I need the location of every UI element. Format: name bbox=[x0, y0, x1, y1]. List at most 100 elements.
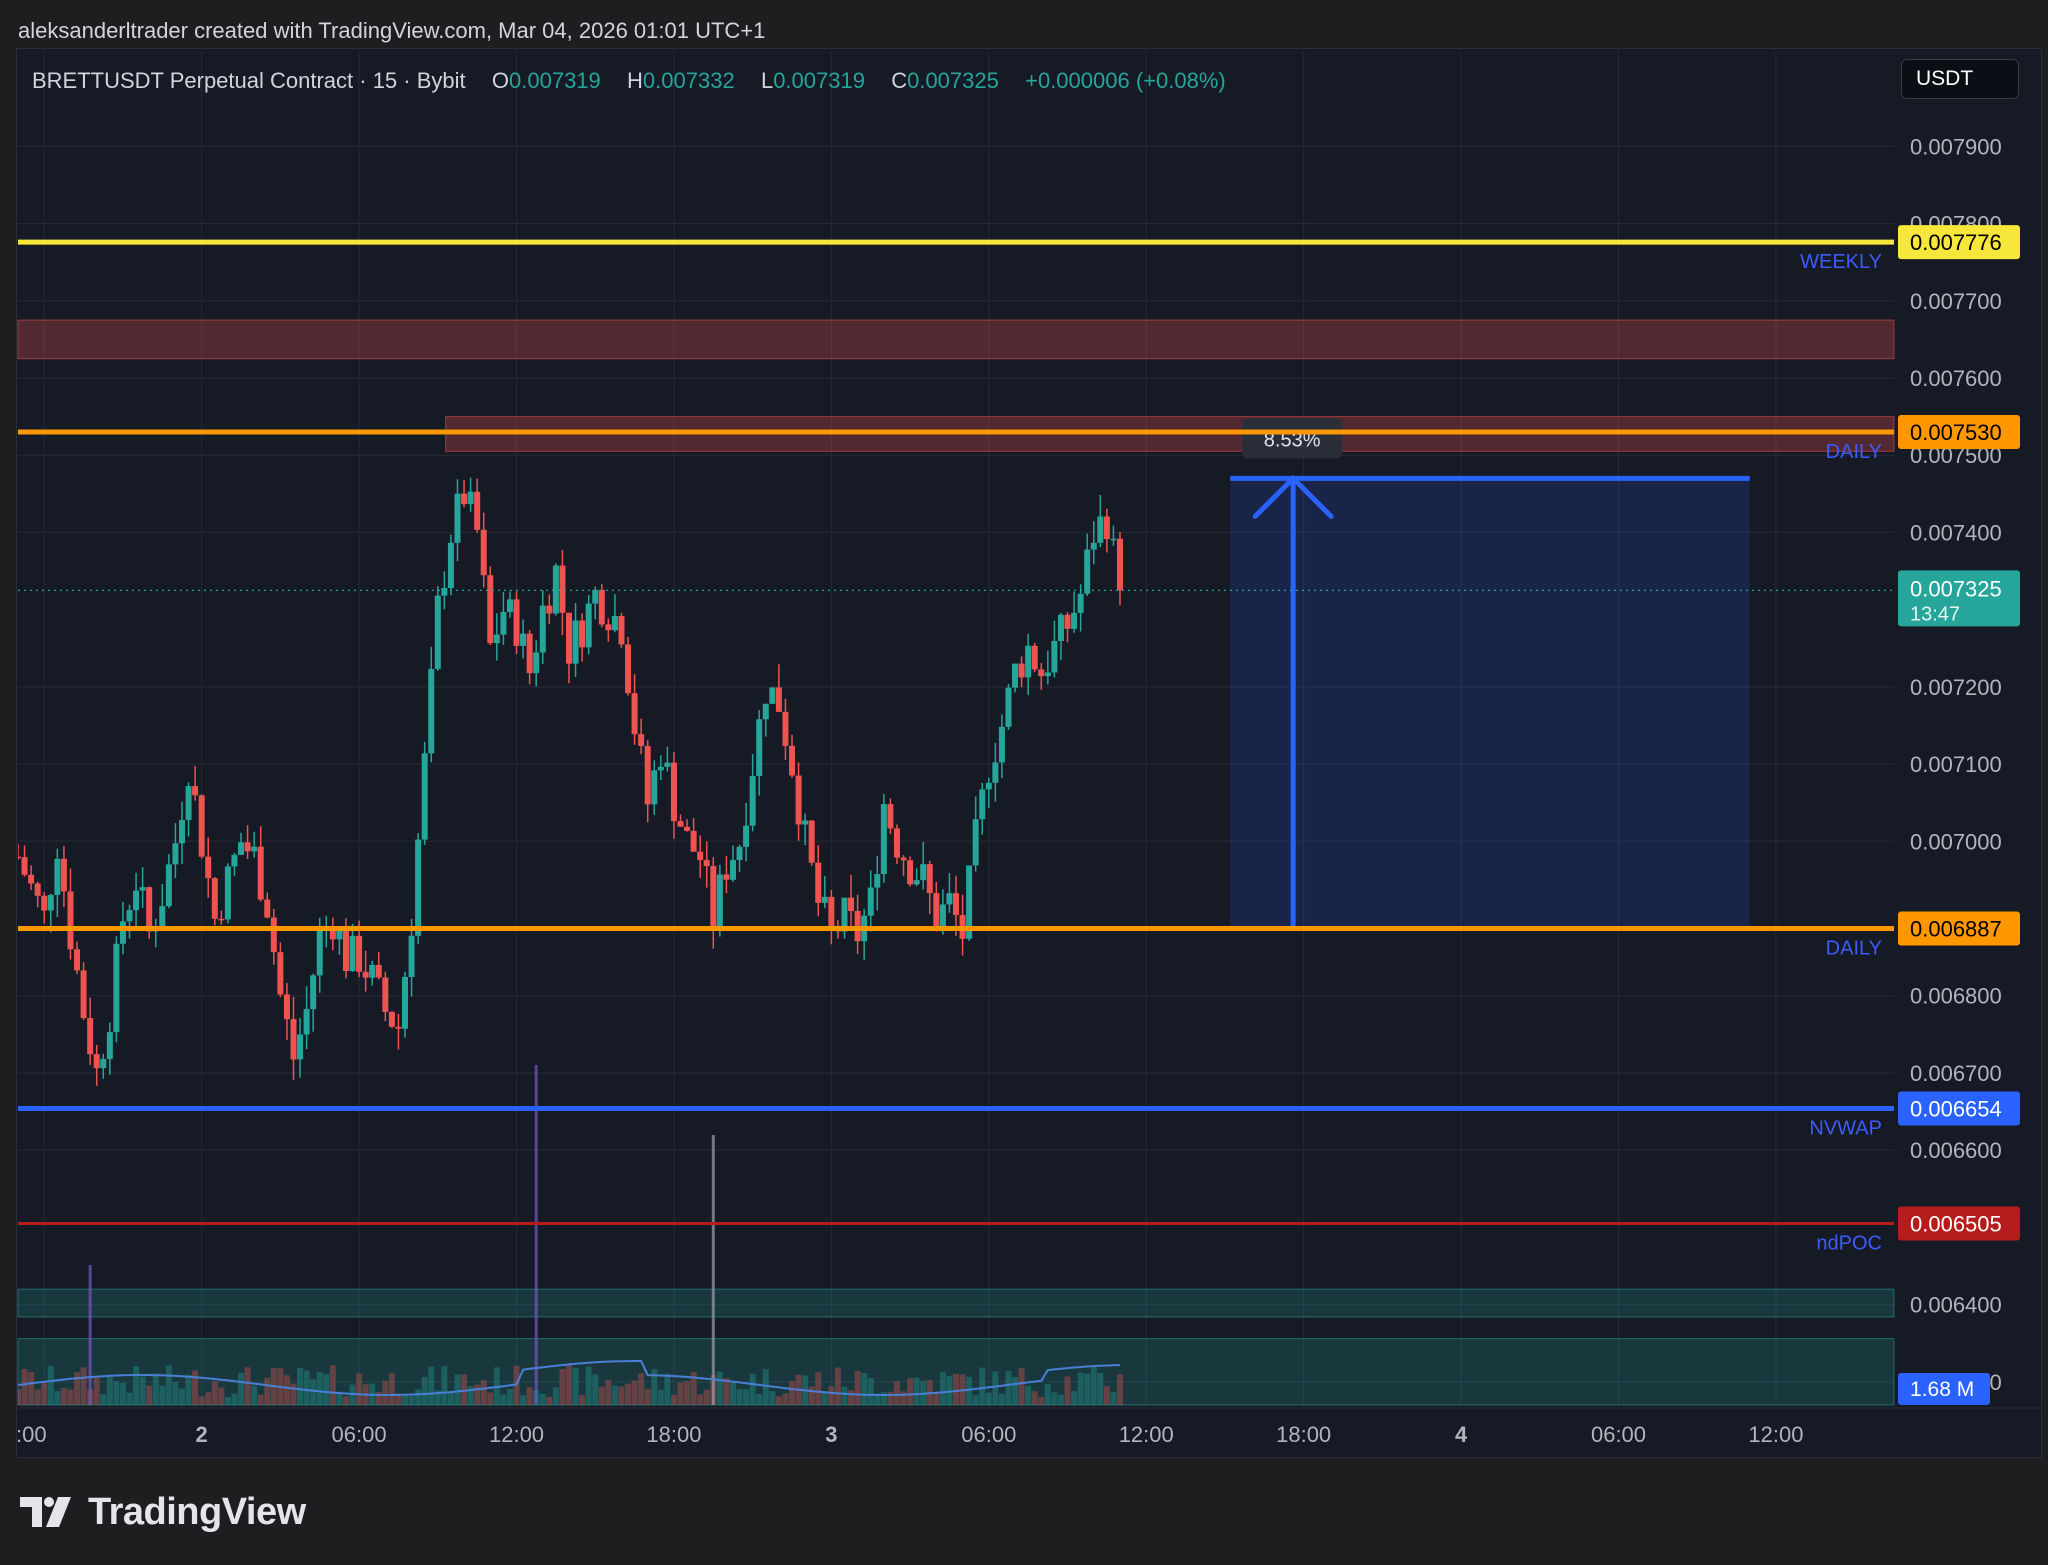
price-tag-ndpoc-text: 0.006505 bbox=[1910, 1212, 2002, 1237]
candle-body bbox=[402, 976, 409, 1029]
volume-bar bbox=[303, 1370, 310, 1405]
volume-bar bbox=[454, 1374, 461, 1405]
volume-bar bbox=[264, 1377, 271, 1405]
candle-body bbox=[670, 762, 677, 822]
candle bbox=[808, 820, 815, 866]
candle bbox=[789, 734, 796, 778]
candle-body bbox=[867, 887, 874, 916]
candle bbox=[87, 997, 94, 1066]
candle bbox=[572, 603, 579, 677]
candle bbox=[349, 923, 356, 972]
candle bbox=[205, 837, 212, 898]
volume-bar bbox=[1097, 1372, 1104, 1405]
level-name-ndpoc: ndPOC bbox=[1816, 1233, 1882, 1255]
candle-body bbox=[1031, 645, 1038, 670]
candle bbox=[1103, 508, 1110, 553]
candle-body bbox=[329, 926, 336, 940]
candle-body bbox=[559, 565, 566, 613]
candle-body bbox=[1110, 538, 1117, 541]
price-tag-weekly: 0.007776 bbox=[1898, 225, 2020, 260]
candle-body bbox=[218, 918, 225, 921]
candle-body bbox=[611, 616, 618, 631]
candle bbox=[1044, 650, 1051, 685]
volume-bar bbox=[743, 1389, 750, 1405]
volume-tag-text: 1.68 M bbox=[1910, 1378, 1974, 1401]
candle bbox=[461, 480, 468, 508]
price-axis-tick: 0.007900 bbox=[1910, 134, 2002, 159]
candle-body bbox=[441, 587, 448, 596]
candle bbox=[690, 818, 697, 853]
price-tag-daily-bg bbox=[1898, 911, 2020, 946]
candle bbox=[861, 908, 868, 960]
symbol-title[interactable]: BRETTUSDT Perpetual Contract · 15 · Bybi… bbox=[32, 68, 466, 93]
candle-body bbox=[467, 491, 474, 505]
candle-body bbox=[113, 943, 120, 1033]
candle-body bbox=[362, 971, 369, 978]
candle bbox=[848, 874, 855, 929]
candle-body bbox=[775, 687, 782, 712]
volume-bar bbox=[211, 1381, 218, 1405]
volume-bar bbox=[821, 1391, 828, 1405]
volume-bar bbox=[998, 1393, 1005, 1405]
candle-body bbox=[500, 611, 507, 635]
candle-body bbox=[251, 846, 258, 852]
candle bbox=[1051, 620, 1058, 678]
volume-bar bbox=[1018, 1368, 1025, 1405]
price-tag-weekly-text: 0.007776 bbox=[1910, 230, 2002, 255]
candle bbox=[579, 613, 586, 662]
candle-body bbox=[1090, 542, 1097, 550]
candle-body bbox=[93, 1054, 100, 1069]
candle-body bbox=[815, 862, 822, 903]
candle bbox=[100, 1053, 107, 1079]
candle-body bbox=[297, 1034, 304, 1060]
candle-body bbox=[664, 762, 671, 767]
price-axis-tick: 0.007700 bbox=[1910, 289, 2002, 314]
candle-body bbox=[454, 493, 461, 543]
candle-body bbox=[165, 864, 172, 907]
candle bbox=[670, 752, 677, 839]
candle-body bbox=[178, 820, 185, 844]
candle bbox=[178, 801, 185, 865]
grid-lines bbox=[18, 52, 1894, 1405]
volume-bar bbox=[625, 1383, 632, 1405]
price-tag-ndpoc: 0.006505 bbox=[1898, 1206, 2020, 1241]
candle-body bbox=[703, 860, 710, 867]
high-value: 0.007332 bbox=[642, 68, 735, 93]
volume-bar bbox=[21, 1368, 28, 1405]
candle-body bbox=[382, 977, 389, 1012]
currency-button[interactable]: USDT bbox=[1901, 59, 2019, 99]
level-name-daily: DAILY bbox=[1826, 441, 1882, 463]
candle bbox=[231, 852, 238, 876]
candle-body bbox=[349, 935, 356, 972]
candle-body bbox=[421, 753, 428, 840]
tradingview-logo[interactable]: TradingView bbox=[20, 1490, 306, 1534]
candle-body bbox=[231, 854, 238, 867]
candle-body bbox=[1038, 669, 1045, 677]
candle bbox=[546, 594, 553, 625]
volume-bar bbox=[657, 1389, 664, 1405]
candle-body bbox=[979, 789, 986, 820]
candle-body bbox=[697, 851, 704, 861]
level-name-daily: DAILY bbox=[1826, 938, 1882, 960]
candle bbox=[1071, 591, 1078, 633]
volume-bar bbox=[979, 1367, 986, 1405]
candle bbox=[238, 832, 245, 856]
candle-body bbox=[618, 616, 625, 645]
candle-body bbox=[795, 775, 802, 825]
candle-body bbox=[677, 821, 684, 827]
candle-body bbox=[966, 865, 973, 939]
price-axis-tick: 0.006400 bbox=[1910, 1293, 2002, 1318]
candle bbox=[336, 926, 343, 955]
candle bbox=[998, 714, 1005, 779]
candle bbox=[985, 777, 992, 808]
candle bbox=[1038, 663, 1045, 690]
volume-bar bbox=[749, 1373, 756, 1405]
volume-bar bbox=[165, 1365, 172, 1405]
volume-bar bbox=[106, 1376, 113, 1405]
candle bbox=[500, 591, 507, 645]
measure-label-bg bbox=[1242, 418, 1343, 459]
candle-body bbox=[139, 887, 146, 891]
candle bbox=[874, 855, 881, 911]
candle bbox=[920, 842, 927, 890]
